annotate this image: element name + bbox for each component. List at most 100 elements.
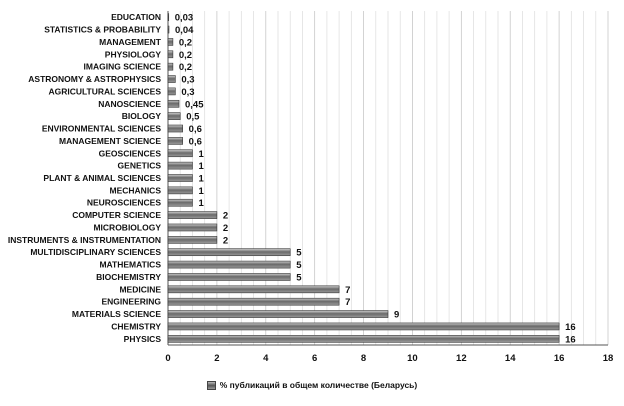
bar: [167, 25, 170, 34]
bar: [167, 198, 193, 207]
category-label: MEDICINE: [119, 284, 161, 294]
category-label: PLANT & ANIMAL SCIENCES: [43, 173, 161, 183]
bar: [167, 137, 183, 145]
bar: [167, 310, 389, 318]
category-label: GENETICS: [118, 161, 162, 171]
category-label: NEUROSCIENCES: [87, 198, 161, 208]
value-label: 1: [198, 161, 204, 172]
bar: [167, 124, 183, 133]
x-tick-label: 10: [407, 353, 418, 364]
bar: [167, 285, 340, 294]
value-label: 2: [223, 235, 228, 246]
category-label: MATHEMATICS: [99, 260, 161, 270]
bar: [167, 161, 193, 170]
category-label: CHEMISTRY: [111, 321, 161, 331]
bar: [167, 13, 170, 21]
x-axis-ticks: 0 2 4 6 8 10 12 14 16 18: [165, 353, 613, 364]
bar: [167, 75, 176, 83]
gridlines: [167, 11, 609, 346]
category-label: PHYSICS: [124, 334, 162, 344]
category-label: MATERIALS SCIENCE: [72, 309, 161, 319]
bar: [167, 273, 291, 281]
category-label: EDUCATION: [111, 12, 161, 22]
category-label: NANOSCIENCE: [98, 99, 161, 109]
category-labels: EDUCATION STATISTICS & PROBABILITY MANAGEM…: [8, 12, 162, 344]
bar: [167, 99, 180, 108]
value-label: 7: [345, 285, 350, 296]
value-label: 0,04: [175, 25, 194, 36]
legend-swatch: [206, 381, 216, 391]
value-label: 0,3: [181, 75, 194, 86]
value-label: 0,6: [189, 136, 202, 147]
category-label: MICROBIOLOGY: [93, 222, 161, 232]
bar: [167, 236, 218, 244]
category-label: ENVIRONMENTAL SCIENCES: [42, 124, 162, 134]
value-label: 2: [223, 211, 228, 222]
x-tick-label: 6: [312, 353, 317, 364]
value-label: 1: [198, 198, 204, 209]
value-label: 5: [296, 248, 302, 259]
category-label: COMPUTER SCIENCE: [72, 210, 161, 220]
value-labels: 0,030,040,20,20,20,30,30,450,50,60,61111…: [175, 13, 576, 346]
category-label: AGRICULTURAL SCIENCES: [48, 86, 161, 96]
value-label: 9: [394, 310, 399, 321]
x-tick-label: 14: [505, 353, 516, 364]
x-tick-label: 18: [603, 353, 614, 364]
value-label: 16: [565, 334, 576, 345]
category-label: IMAGING SCIENCE: [84, 62, 162, 72]
category-label: BIOLOGY: [122, 111, 162, 121]
value-label: 0,6: [189, 124, 202, 135]
value-label: 0,2: [179, 50, 192, 61]
bars: [167, 13, 560, 343]
value-label: 7: [345, 297, 350, 308]
value-label: 0,5: [186, 112, 200, 123]
category-label: MULTIDISCIPLINARY SCIENCES: [30, 247, 161, 257]
category-label: BIOCHEMISTRY: [96, 272, 161, 282]
value-label: 0,03: [175, 13, 194, 24]
category-label: ENGINEERING: [101, 297, 161, 307]
legend: % публикаций в общем количестве (Беларус…: [0, 380, 624, 391]
bar: [167, 112, 181, 120]
value-label: 5: [296, 260, 302, 271]
value-label: 0,2: [179, 37, 192, 48]
category-label: PHYSIOLOGY: [105, 49, 162, 59]
bar: [167, 174, 193, 182]
value-label: 0,3: [181, 87, 194, 98]
bar: [167, 248, 291, 257]
bar: [167, 260, 291, 269]
value-label: 16: [565, 322, 576, 333]
legend-label: % публикаций в общем количестве (Беларус…: [219, 380, 418, 390]
x-tick-label: 0: [165, 353, 170, 364]
bar: [167, 335, 560, 343]
category-label: STATISTICS & PROBABILITY: [44, 25, 161, 35]
bar: [167, 50, 174, 59]
x-tick-label: 8: [361, 353, 366, 364]
x-tick-label: 12: [456, 353, 467, 364]
category-label: INSTRUMENTS & INSTRUMENTATION: [8, 235, 161, 245]
bar: [167, 62, 174, 71]
value-label: 1: [198, 149, 204, 160]
bar: [167, 149, 193, 158]
bar: [167, 186, 193, 195]
bar: [167, 38, 174, 46]
value-label: 5: [296, 272, 302, 283]
value-label: 1: [198, 174, 204, 185]
category-label: MANAGEMENT SCIENCE: [59, 136, 161, 146]
bar: [167, 297, 340, 306]
category-label: GEOSCIENCES: [99, 148, 162, 158]
value-label: 1: [198, 186, 204, 197]
value-label: 0,45: [185, 99, 204, 110]
x-tick-label: 16: [554, 353, 565, 364]
bar: [167, 87, 176, 96]
bar: [167, 211, 218, 219]
value-label: 2: [223, 223, 228, 234]
category-label: MANAGEMENT: [99, 37, 162, 47]
value-label: 0,2: [179, 62, 192, 73]
x-tick-label: 2: [214, 353, 219, 364]
bar: [167, 322, 560, 331]
category-label: ASTRONOMY & ASTROPHYSICS: [28, 74, 161, 84]
x-tick-label: 4: [263, 353, 269, 364]
category-label: MECHANICS: [110, 185, 162, 195]
bar: [167, 223, 218, 232]
